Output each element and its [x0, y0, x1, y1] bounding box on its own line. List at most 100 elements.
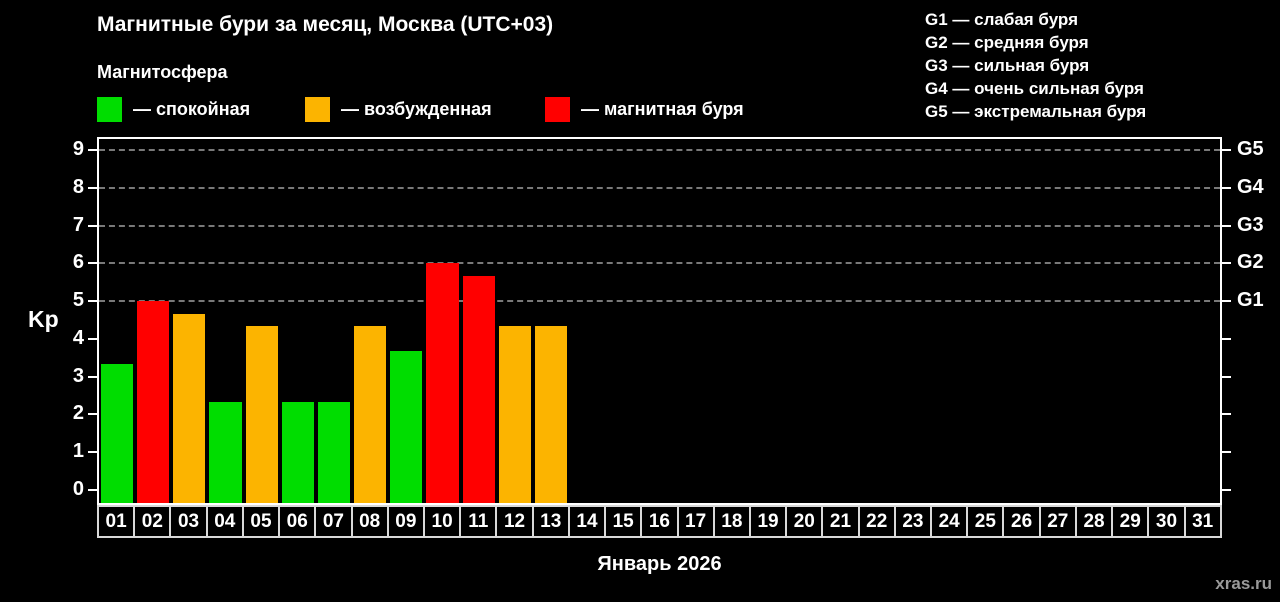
right-tick-7 [1222, 224, 1231, 227]
day-cell-26: 26 [1002, 505, 1039, 538]
y-tick-0 [88, 488, 97, 491]
x-axis-day-row: 01 02 03 04 05 06 07 08 09 10 11 12 13 14 15 16 17 18 19 20… [97, 505, 1222, 538]
gridline-kp-6 [99, 262, 1220, 265]
day-cell-16: 16 [640, 505, 677, 538]
g-legend-line-4: G4 — очень сильная буря [925, 79, 1144, 98]
chart-plot-area [97, 137, 1222, 505]
day-cell-12: 12 [495, 505, 532, 538]
g-scale-label-G4: G4 [1237, 176, 1264, 199]
day-cell-30: 30 [1147, 505, 1184, 538]
y-tick-9 [88, 149, 97, 152]
g-scale-label-G2: G2 [1237, 251, 1264, 274]
y-tick-label-8: 8 [72, 176, 84, 199]
gridline-kp-8 [99, 187, 1220, 190]
day-cell-31: 31 [1183, 505, 1222, 538]
y-tick-1 [88, 451, 97, 454]
day-cell-01: 01 [97, 505, 134, 538]
y-tick-3 [88, 375, 97, 378]
kp-bar-day-13 [534, 326, 568, 503]
y-tick-label-0: 0 [72, 477, 84, 500]
legend-swatch-quiet [97, 97, 122, 122]
right-tick-4 [1222, 337, 1231, 340]
x-axis-label: Январь 2026 [597, 553, 722, 575]
day-cell-10: 10 [422, 505, 460, 538]
day-cell-09: 09 [386, 505, 423, 538]
right-tick-0 [1222, 488, 1231, 491]
day-cell-08: 08 [350, 505, 387, 538]
right-tick-2 [1222, 413, 1231, 416]
day-cell-03: 03 [169, 505, 206, 538]
y-tick-label-5: 5 [72, 289, 84, 312]
legend-item-quiet: — спокойная [97, 96, 250, 123]
kp-bar-day-08 [354, 326, 387, 503]
right-tick-8 [1222, 187, 1231, 190]
g-legend-line-1: G1 — слабая буря [925, 10, 1079, 29]
kp-bar-day-03 [173, 313, 206, 503]
legend-label-excited: — возбужденная [341, 99, 492, 119]
day-cell-28: 28 [1074, 505, 1112, 538]
gridline-kp-9 [99, 149, 1220, 152]
day-cell-07: 07 [314, 505, 351, 538]
right-tick-9 [1222, 149, 1231, 152]
g-scale-label-G1: G1 [1237, 289, 1264, 312]
gridline-kp-7 [99, 224, 1220, 227]
chart-subtitle: Магнитосфера [97, 62, 228, 82]
day-cell-21: 21 [821, 505, 858, 538]
legend-swatch-excited [305, 97, 330, 122]
legend-item-storm: — магнитная буря [545, 96, 744, 123]
gridline-kp-5 [99, 300, 1220, 303]
g-legend-line-2: G2 — средняя буря [925, 33, 1089, 52]
kp-bar-day-06 [281, 401, 314, 503]
y-tick-label-6: 6 [72, 251, 84, 274]
g-scale-label-G5: G5 [1237, 138, 1264, 161]
right-tick-5 [1222, 300, 1231, 303]
y-tick-8 [88, 187, 97, 190]
kp-bar-day-12 [498, 326, 531, 503]
legend-label-storm: — магнитная буря [581, 99, 744, 119]
g-scale-legend: G1 — слабая буря G2 — средняя буря G3 — си… [925, 8, 1146, 123]
day-cell-24: 24 [930, 505, 967, 538]
kp-bar-day-04 [209, 401, 242, 503]
y-tick-label-3: 3 [72, 364, 84, 387]
day-cell-04: 04 [205, 505, 242, 538]
legend-swatch-storm [545, 97, 570, 122]
day-cell-05: 05 [241, 505, 279, 538]
kp-bar-day-11 [462, 275, 495, 503]
day-cell-13: 13 [531, 505, 568, 538]
kp-bar-day-05 [245, 326, 278, 503]
legend-item-excited: — возбужденная [305, 96, 492, 123]
y-tick-2 [88, 413, 97, 416]
day-cell-25: 25 [966, 505, 1003, 538]
right-tick-6 [1222, 262, 1231, 265]
day-cell-06: 06 [278, 505, 315, 538]
day-cell-20: 20 [785, 505, 822, 538]
legend-label-quiet: — спокойная [133, 99, 251, 119]
watermark: xras.ru [1215, 574, 1272, 593]
g-scale-label-G3: G3 [1237, 213, 1264, 236]
page-title: Магнитные бури за месяц, Москва (UTC+03) [97, 13, 554, 36]
day-cell-19: 19 [748, 505, 786, 538]
y-tick-7 [88, 224, 97, 227]
day-cell-23: 23 [893, 505, 931, 538]
g-legend-line-3: G3 — сильная буря [925, 56, 1090, 75]
kp-bar-day-09 [390, 351, 423, 503]
day-cell-27: 27 [1038, 505, 1075, 538]
right-tick-3 [1222, 375, 1231, 378]
day-cell-11: 11 [459, 505, 496, 538]
y-tick-label-2: 2 [72, 402, 84, 425]
day-cell-29: 29 [1111, 505, 1148, 538]
g-legend-line-5: G5 — экстремальная буря [925, 102, 1147, 121]
y-tick-label-9: 9 [72, 138, 84, 161]
kp-bar-day-07 [317, 401, 351, 503]
day-cell-14: 14 [567, 505, 605, 538]
kp-bar-day-01 [101, 364, 134, 503]
y-tick-label-4: 4 [72, 326, 84, 349]
y-tick-5 [88, 300, 97, 303]
day-cell-02: 02 [133, 505, 170, 538]
day-cell-18: 18 [712, 505, 749, 538]
right-tick-1 [1222, 451, 1231, 454]
day-cell-15: 15 [604, 505, 641, 538]
y-tick-label-1: 1 [72, 440, 84, 463]
kp-bar-day-02 [137, 301, 170, 503]
